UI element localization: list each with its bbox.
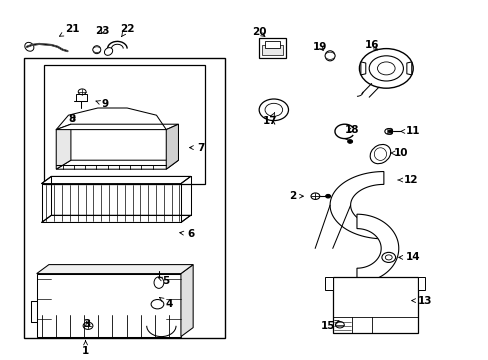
Text: 20: 20 bbox=[251, 27, 266, 37]
Circle shape bbox=[387, 130, 391, 133]
Polygon shape bbox=[181, 265, 193, 337]
Polygon shape bbox=[41, 215, 190, 222]
Polygon shape bbox=[417, 277, 425, 290]
Circle shape bbox=[93, 47, 101, 53]
Polygon shape bbox=[406, 62, 411, 75]
Circle shape bbox=[83, 322, 93, 329]
Circle shape bbox=[359, 49, 412, 88]
Bar bbox=[332, 277, 417, 333]
Ellipse shape bbox=[154, 277, 163, 288]
Text: 9: 9 bbox=[96, 99, 108, 109]
Polygon shape bbox=[41, 176, 190, 184]
Text: 8: 8 bbox=[69, 114, 76, 124]
Polygon shape bbox=[329, 172, 383, 239]
Circle shape bbox=[151, 300, 163, 309]
Text: 10: 10 bbox=[390, 148, 407, 158]
Ellipse shape bbox=[104, 48, 112, 55]
Text: 17: 17 bbox=[263, 113, 277, 126]
Text: 16: 16 bbox=[364, 40, 378, 50]
Circle shape bbox=[325, 52, 334, 59]
Text: 3: 3 bbox=[83, 319, 90, 329]
Text: 18: 18 bbox=[344, 125, 359, 135]
Circle shape bbox=[310, 193, 319, 199]
Polygon shape bbox=[356, 214, 398, 283]
Polygon shape bbox=[37, 265, 193, 274]
Ellipse shape bbox=[369, 144, 390, 164]
Circle shape bbox=[259, 99, 288, 121]
Bar bbox=[264, 41, 279, 48]
Bar bbox=[24, 58, 224, 338]
Ellipse shape bbox=[93, 46, 101, 54]
Bar bbox=[76, 94, 86, 101]
Text: 1: 1 bbox=[82, 341, 89, 356]
Text: 6: 6 bbox=[180, 229, 194, 239]
Circle shape bbox=[347, 140, 352, 143]
Text: 7: 7 bbox=[189, 143, 204, 153]
Polygon shape bbox=[360, 62, 365, 75]
Text: 14: 14 bbox=[398, 252, 420, 262]
Text: 5: 5 bbox=[158, 276, 169, 286]
Text: 15: 15 bbox=[320, 320, 338, 331]
Polygon shape bbox=[56, 124, 178, 130]
Text: 13: 13 bbox=[411, 296, 432, 306]
Bar bbox=[259, 38, 285, 58]
Circle shape bbox=[335, 321, 344, 328]
Polygon shape bbox=[37, 274, 181, 337]
Polygon shape bbox=[325, 277, 332, 290]
Text: 23: 23 bbox=[95, 26, 110, 36]
Circle shape bbox=[385, 255, 391, 260]
Circle shape bbox=[368, 56, 403, 81]
Ellipse shape bbox=[325, 51, 334, 61]
Ellipse shape bbox=[25, 42, 34, 51]
Circle shape bbox=[325, 194, 330, 198]
Text: 19: 19 bbox=[312, 42, 327, 52]
Polygon shape bbox=[56, 124, 71, 169]
Text: 4: 4 bbox=[159, 297, 172, 309]
Bar bbox=[262, 45, 283, 55]
Circle shape bbox=[377, 62, 394, 75]
Circle shape bbox=[264, 103, 282, 116]
Text: 21: 21 bbox=[60, 24, 80, 36]
Text: 11: 11 bbox=[400, 126, 420, 136]
Text: 12: 12 bbox=[397, 175, 417, 185]
Circle shape bbox=[381, 252, 395, 262]
Polygon shape bbox=[166, 124, 178, 169]
Circle shape bbox=[384, 129, 392, 134]
Text: 2: 2 bbox=[288, 191, 303, 201]
Text: 22: 22 bbox=[120, 24, 134, 37]
Bar bbox=[44, 65, 205, 184]
Polygon shape bbox=[56, 160, 178, 169]
